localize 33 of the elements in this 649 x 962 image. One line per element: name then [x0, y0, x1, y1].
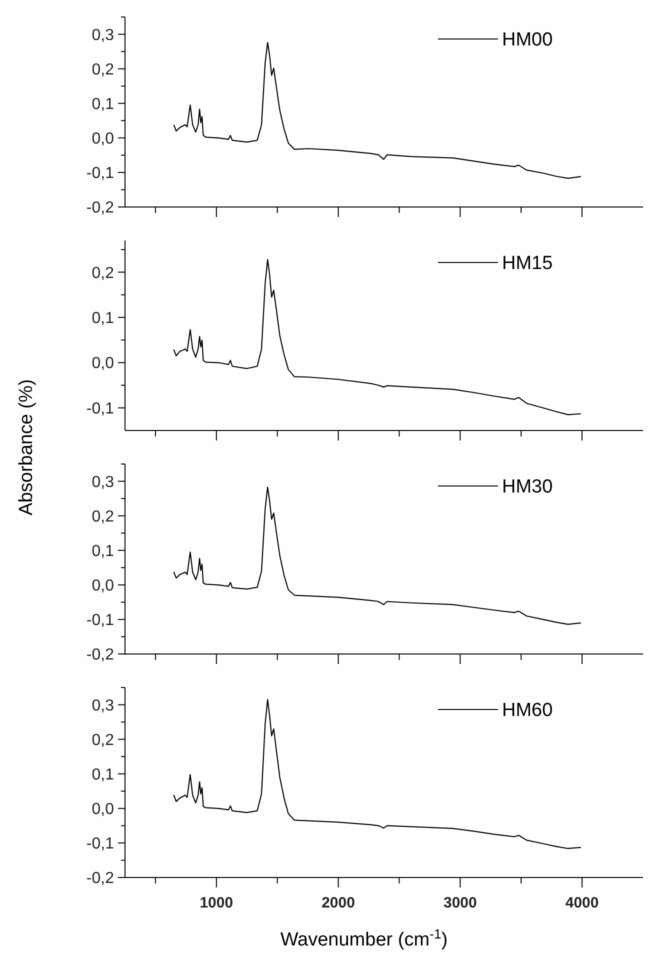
- y-tick-label: -0,1: [86, 165, 114, 182]
- y-tick-label: 0,1: [92, 310, 114, 328]
- y-tick-label: 0,3: [92, 26, 114, 44]
- x-axis-title: Wavenumber (cm$^{-1}$): [280, 926, 448, 950]
- y-tick-label: -0,1: [86, 612, 114, 630]
- legend-label: HM60: [502, 700, 553, 722]
- x-tick-label: 3000: [443, 894, 477, 912]
- y-tick-label: -0,1: [86, 400, 114, 418]
- y-tick-label: 0,1: [92, 96, 114, 113]
- x-tick-label: 4000: [565, 894, 599, 912]
- y-tick-label: 0,2: [92, 508, 114, 526]
- y-tick-label: 0,2: [92, 732, 114, 749]
- y-tick-label: 0,0: [92, 355, 114, 372]
- y-tick-label: 0,1: [92, 766, 114, 784]
- y-tick-label: 0,3: [92, 697, 114, 714]
- y-tick-label: -0,2: [86, 870, 114, 888]
- legend-label: HM30: [502, 476, 553, 498]
- x-tick-label: 2000: [322, 894, 355, 912]
- legend-label: HM15: [502, 253, 553, 274]
- y-tick-label: -0,1: [86, 836, 114, 853]
- y-tick-label: 0,3: [92, 474, 114, 491]
- y-tick-label: -0,2: [86, 646, 114, 664]
- y-tick-label: 0,1: [92, 542, 114, 560]
- x-tick-label: 1000: [200, 894, 234, 912]
- y-axis-title: Absorbance (%): [16, 379, 37, 516]
- y-tick-label: 0,2: [92, 264, 114, 282]
- y-tick-label: 0,2: [92, 61, 114, 78]
- legend-label: HM00: [502, 30, 553, 51]
- line-series: [173, 699, 582, 850]
- y-tick-label: 0,0: [92, 130, 114, 148]
- y-tick-label: 0,0: [92, 578, 114, 595]
- y-tick-label: -0,2: [86, 200, 114, 217]
- y-tick-label: 0,0: [92, 801, 114, 818]
